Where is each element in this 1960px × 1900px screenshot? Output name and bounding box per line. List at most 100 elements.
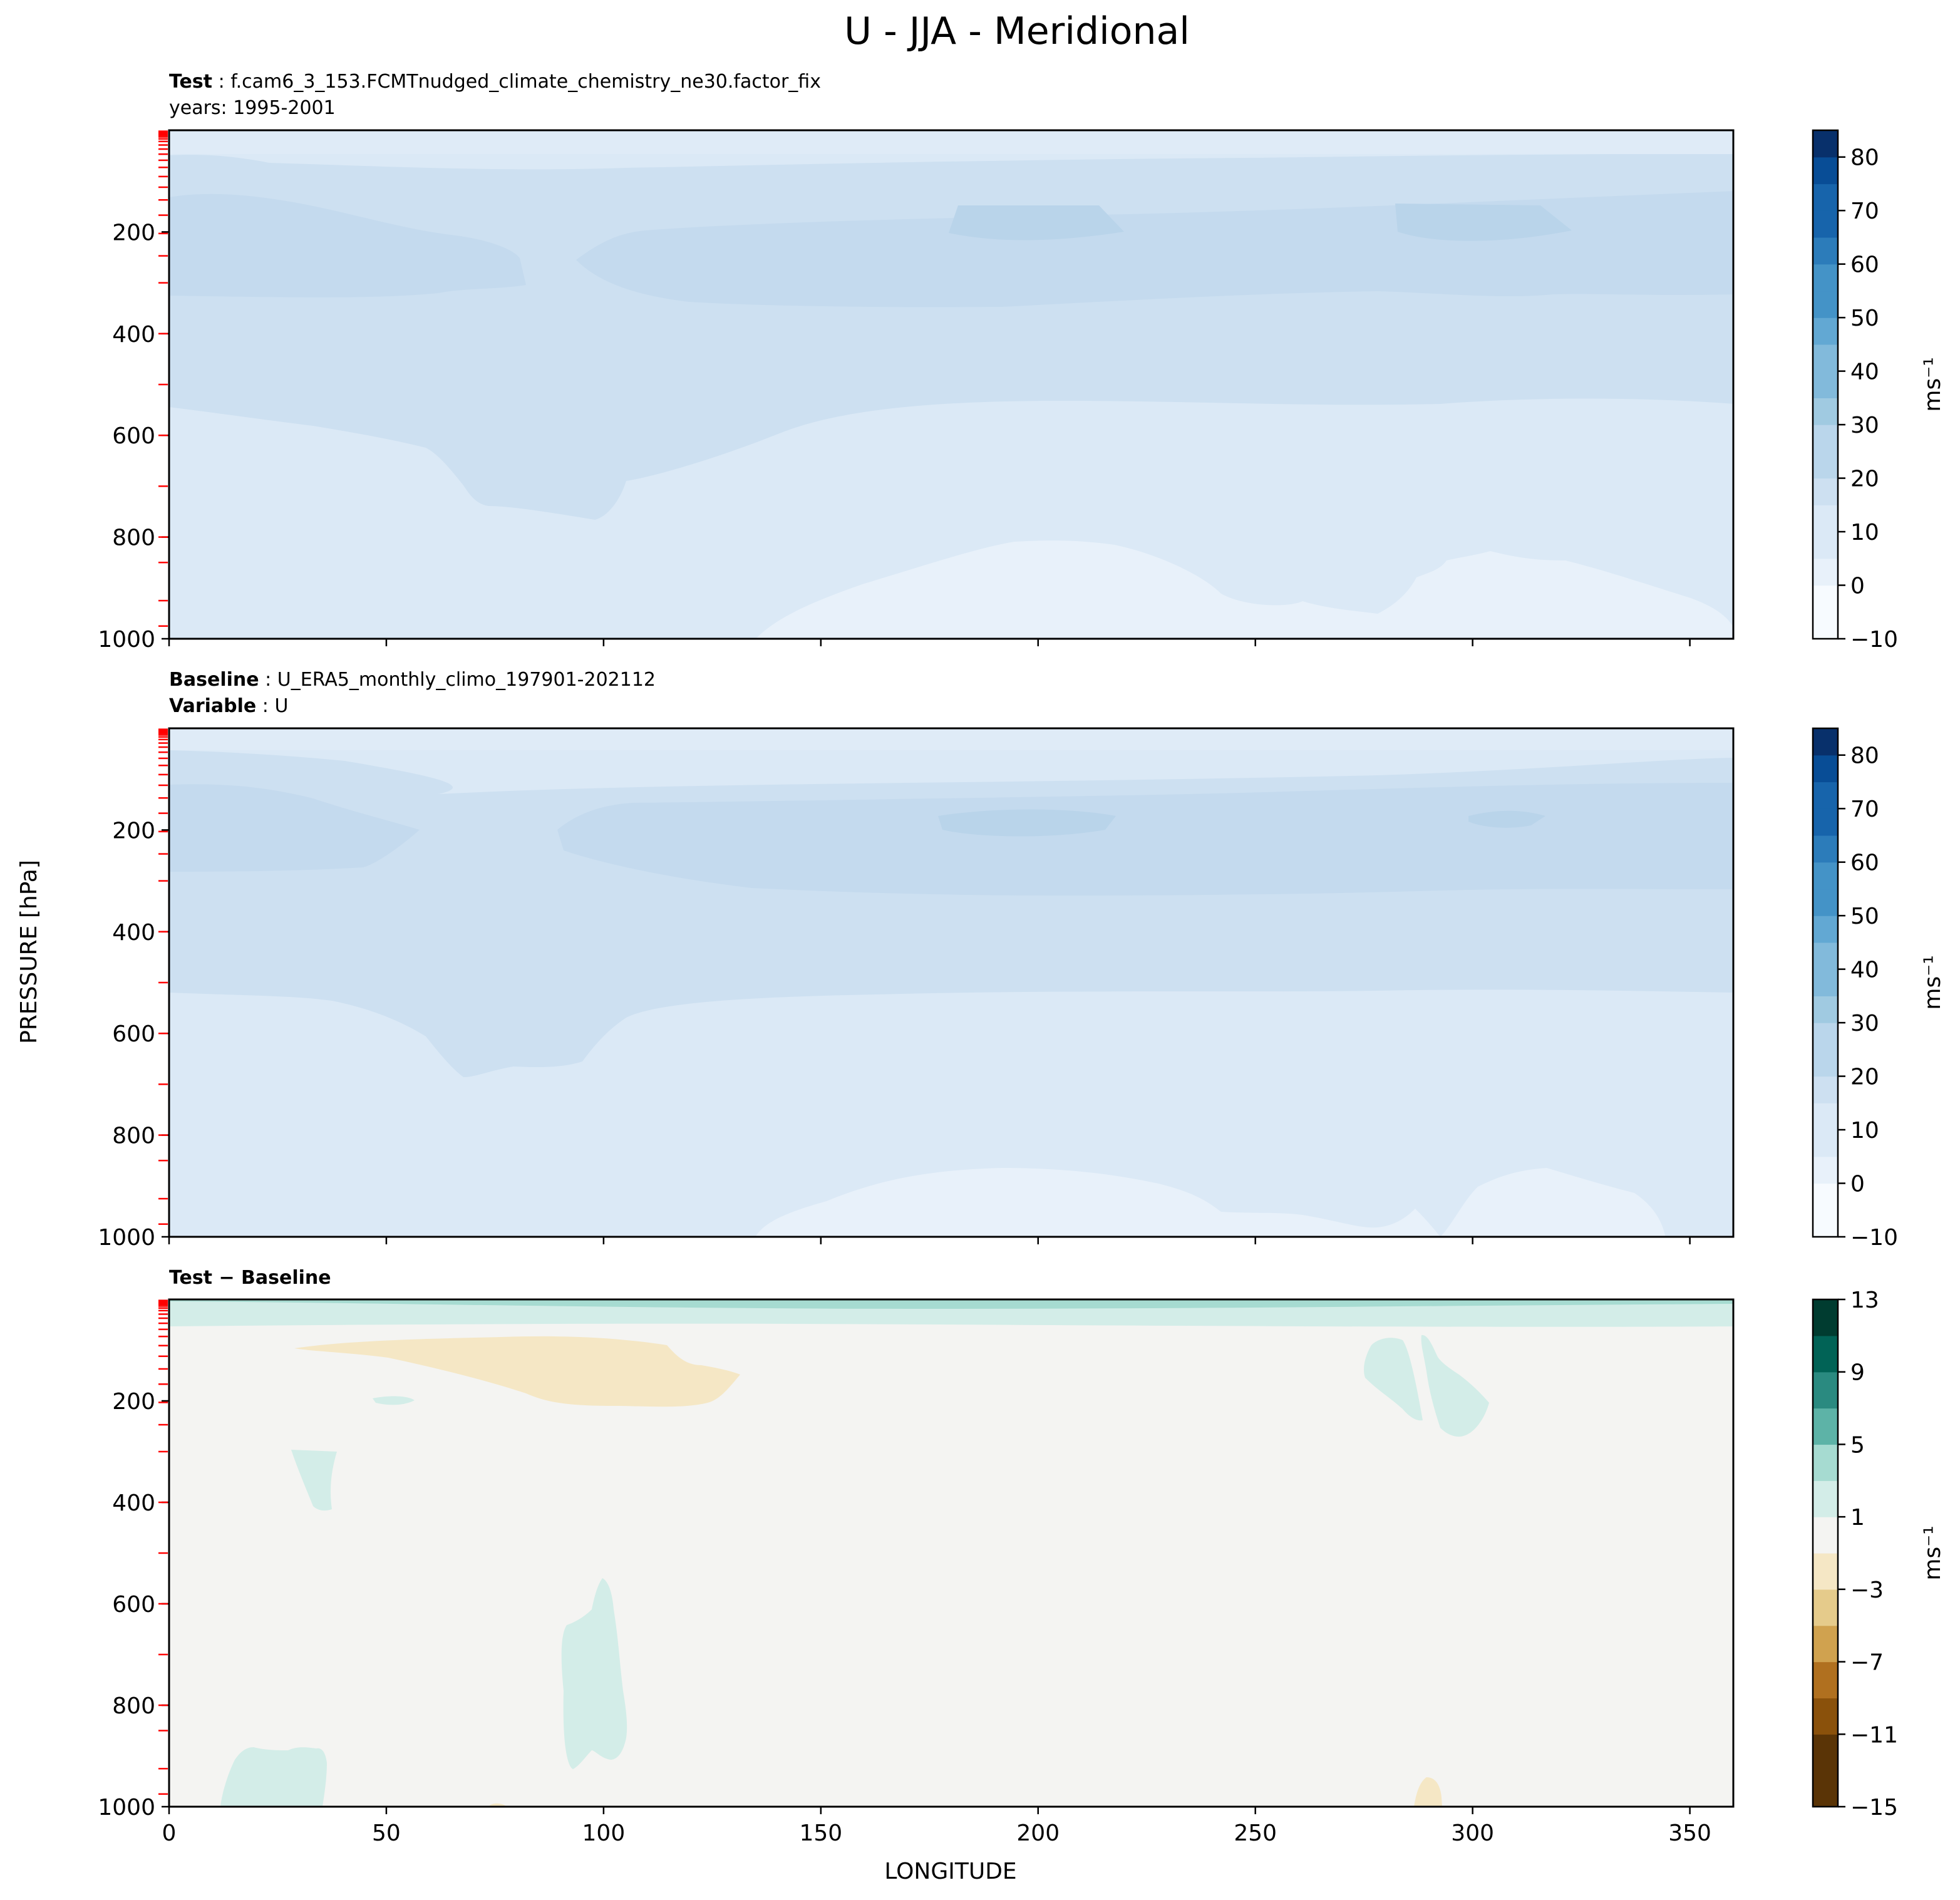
panel-diff-frame [168, 1298, 1735, 1808]
colorbar-swatch [1813, 425, 1838, 452]
colorbar-swatch [1813, 969, 1838, 996]
colorbar-swatch [1813, 782, 1838, 809]
panel-test-y-ticks: 200 400 600 800 1000 [98, 220, 169, 653]
colorbar-tick-label: −11 [1850, 1722, 1898, 1748]
colorbar-swatch [1813, 612, 1838, 639]
colorbar-test: 80 70 60 50 40 30 20 10 0 −10 ms⁻¹ [1812, 129, 1946, 653]
contour-fill-baseline-core-1 [938, 809, 1116, 837]
colorbar-swatch [1813, 532, 1838, 559]
y-tick-label: 800 [112, 1693, 155, 1719]
y-tick-label: 1000 [98, 627, 155, 653]
panel-baseline-variable-text: U [274, 695, 288, 717]
colorbar-swatch [1813, 728, 1838, 756]
colorbar-tick-label: −15 [1850, 1795, 1898, 1820]
contour-fill-baseline-top [169, 728, 1733, 750]
colorbar-tick-label: −10 [1850, 627, 1898, 653]
colorbar-tick-label: 30 [1850, 413, 1879, 438]
colorbar-swatch [1813, 996, 1838, 1023]
contour-fill-diff-pos-upper-b [1421, 1335, 1489, 1437]
x-tick-label: 0 [162, 1820, 177, 1846]
panel-baseline-header: Baseline : U_ERA5_monthly_climo_197901-2… [169, 669, 656, 691]
contour-fill-test-core-2 [1395, 204, 1572, 241]
y-tick-label: 800 [112, 525, 155, 551]
colorbar-swatch [1813, 1371, 1838, 1409]
colorbar-unit-label: ms⁻¹ [1920, 955, 1946, 1009]
colorbar-tick-label: 20 [1850, 1065, 1879, 1090]
colorbar-tick-label: 13 [1850, 1288, 1879, 1313]
y-tick-label: 1000 [98, 1225, 155, 1251]
panel-baseline-label-text: U_ERA5_monthly_climo_197901-202112 [277, 669, 656, 691]
colorbar-tick-label: −7 [1850, 1650, 1884, 1676]
colorbar-tick-label: 50 [1850, 904, 1879, 929]
colorbar-swatch [1813, 835, 1838, 863]
panel-test-label-bold: Test [169, 71, 212, 93]
colorbar-tick-label: 5 [1850, 1432, 1865, 1458]
x-tick-label: 300 [1451, 1820, 1494, 1846]
y-tick-label: 400 [112, 920, 155, 946]
panel-diff-pressure-ticks [158, 1299, 168, 1795]
colorbar-swatch [1813, 755, 1838, 783]
x-tick-label: 100 [582, 1820, 626, 1846]
colorbar-tick-label: 80 [1850, 743, 1879, 769]
colorbar-swatch [1813, 344, 1838, 372]
panel-test-x-ticks [168, 639, 1691, 646]
contour-fill-diff-top-band-strong [169, 1299, 1733, 1309]
panel-test-frame [168, 129, 1735, 640]
colorbar-swatch [1813, 916, 1838, 943]
colorbar-tick-label: 70 [1850, 199, 1879, 224]
colorbar-tick-label: 9 [1850, 1360, 1865, 1386]
colorbar-swatch [1813, 318, 1838, 345]
colorbar-swatch [1813, 237, 1838, 265]
panel-test-sep: : [212, 71, 230, 93]
panel-baseline-sep: : [259, 669, 277, 691]
colorbar-swatch [1813, 1589, 1838, 1626]
panel-diff-y-ticks: 200 400 600 800 1000 [98, 1389, 169, 1820]
x-tick-label: 200 [1016, 1820, 1060, 1846]
colorbar-tick-label: −10 [1850, 1225, 1898, 1251]
colorbar-swatch [1813, 1023, 1838, 1050]
colorbar-swatch [1813, 1480, 1838, 1517]
y-tick-label: 600 [112, 1592, 155, 1618]
panel-baseline-x-ticks [168, 1237, 1691, 1244]
panel-baseline: 200 400 600 800 1000 [98, 727, 1735, 1251]
y-tick-label: 200 [112, 818, 155, 844]
colorbar-swatch [1813, 1183, 1838, 1211]
colorbar-tick-label: 40 [1850, 958, 1879, 983]
colorbar-swatch [1813, 889, 1838, 916]
contour-fill-diff-pos-low [220, 1747, 327, 1807]
contour-fill-test-level-15 [169, 194, 526, 297]
contour-fill-diff-pos-mid-b [561, 1578, 627, 1769]
contour-fill-diff-pos-upper-a [1364, 1338, 1423, 1421]
colorbar-swatch [1813, 505, 1838, 532]
colorbar-diff: 13 9 5 1 −3 −7 −11 −15 ms⁻¹ [1812, 1288, 1946, 1820]
y-tick-label: 200 [112, 220, 155, 245]
colorbar-swatch [1813, 1130, 1838, 1157]
colorbar-frame [1812, 129, 1839, 640]
contour-fill-test-level-0 [756, 540, 1733, 639]
colorbar-tick-label: 10 [1850, 1118, 1879, 1144]
panel-diff: 200 400 600 800 1000 0 50 100 150 200 250 300 350 [98, 1298, 1735, 1846]
colorbar-tick-label: 60 [1850, 252, 1879, 278]
panel-baseline-pressure-ticks [158, 728, 168, 1225]
panel-test-label-text: f.cam6_3_153.FCMTnudged_climate_chemistr… [230, 71, 821, 93]
contour-fill-diff-neg-upper [294, 1336, 740, 1407]
colorbar-swatch [1813, 130, 1838, 158]
x-tick-label: 350 [1668, 1820, 1711, 1846]
colorbar-swatch [1813, 371, 1838, 398]
panel-baseline-variable-bold: Variable [169, 695, 256, 717]
colorbar-swatch [1813, 1049, 1838, 1077]
x-tick-label: 250 [1234, 1820, 1277, 1846]
y-axis-label: PRESSURE [hPa] [16, 860, 42, 1044]
colorbar-tick-label: 80 [1850, 145, 1879, 171]
colorbar-tick-label: 50 [1850, 306, 1879, 331]
colorbar-swatch [1813, 451, 1838, 479]
colorbar-swatch [1813, 808, 1838, 836]
colorbar-tick-label: 70 [1850, 797, 1879, 822]
contour-fill-diff-pos-mid-a [291, 1450, 337, 1511]
colorbar-frame [1812, 727, 1839, 1238]
colorbar-tick-label: 40 [1850, 359, 1879, 385]
y-tick-label: 800 [112, 1123, 155, 1149]
colorbar-swatch [1813, 1103, 1838, 1130]
colorbar-tick-label: 0 [1850, 574, 1865, 599]
colorbar-swatch [1813, 1156, 1838, 1184]
